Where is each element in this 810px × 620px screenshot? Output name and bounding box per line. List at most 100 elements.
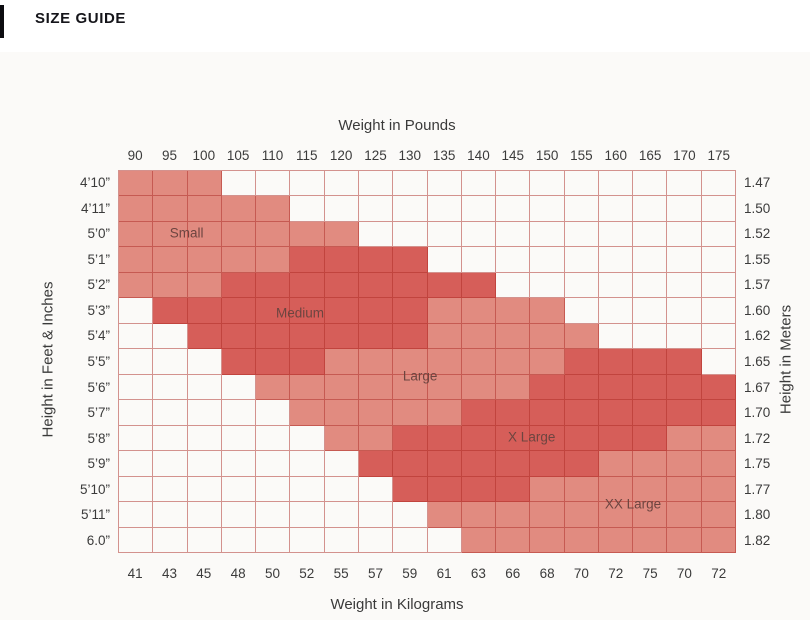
grid-cell <box>427 425 462 452</box>
grid-cell <box>221 425 257 452</box>
height-ft-tick: 5’1” <box>87 251 110 267</box>
pound-tick: 170 <box>673 148 696 163</box>
grid-cell <box>358 349 394 375</box>
grid-cell <box>701 527 736 553</box>
grid-cell <box>358 272 394 299</box>
grid-cell <box>256 171 291 197</box>
height-ft-axis: 4’10” 4’11” 5’0” 5’1” 5’2” 5’3” 5’4” 5’5” 5’6” 5’… <box>0 170 110 553</box>
grid-cell <box>256 425 291 452</box>
grid-cell <box>358 298 394 324</box>
grid-cell <box>701 502 736 528</box>
grid-cell <box>530 527 565 553</box>
grid-cell <box>324 171 359 197</box>
height-m-tick: 1.52 <box>744 226 771 242</box>
grid-cell <box>530 476 565 503</box>
grid-cell <box>461 323 497 350</box>
height-ft-tick: 5’10” <box>79 481 110 497</box>
grid-cell <box>187 171 222 197</box>
grid-cell <box>393 349 428 375</box>
grid-cell <box>701 221 736 248</box>
kilogram-tick: 43 <box>161 566 177 581</box>
grid-cell <box>187 425 222 452</box>
grid-cell <box>667 349 702 375</box>
grid-cell <box>256 400 291 426</box>
grid-cell <box>221 502 257 528</box>
grid-cell <box>221 476 257 503</box>
grid-cell <box>427 476 462 503</box>
pound-tick: 160 <box>604 148 628 163</box>
grid-cell <box>256 451 291 477</box>
grid-cell <box>290 196 325 222</box>
grid-cell <box>153 374 188 401</box>
grid-cell <box>427 451 462 477</box>
grid-cell <box>324 425 359 452</box>
height-m-tick: 1.65 <box>744 353 771 369</box>
pound-tick: 130 <box>398 148 422 163</box>
grid-cell <box>256 374 291 401</box>
height-ft-tick: 5’5” <box>87 353 110 369</box>
grid-cell <box>701 196 736 222</box>
grid-cell <box>324 374 359 401</box>
grid-cell <box>701 272 736 299</box>
grid-cell <box>358 476 394 503</box>
grid-cell <box>598 298 634 324</box>
grid-cell <box>564 349 599 375</box>
size-chart: Small Medium Large X Large XX Large <box>118 170 736 553</box>
grid-cell <box>221 400 257 426</box>
grid-cell <box>153 400 188 426</box>
size-chart-grid <box>118 170 736 553</box>
grid-cell <box>153 476 188 503</box>
grid-cell <box>667 476 702 503</box>
grid-cell <box>461 476 497 503</box>
grid-cell <box>530 400 565 426</box>
grid-cell <box>427 247 462 273</box>
grid-cell <box>598 451 634 477</box>
grid-cell <box>153 196 188 222</box>
grid-cell <box>393 196 428 222</box>
grid-cell <box>598 272 634 299</box>
pound-tick: 150 <box>535 148 559 163</box>
grid-cell <box>667 247 702 273</box>
height-m-tick: 1.77 <box>744 481 771 497</box>
grid-cell <box>393 502 428 528</box>
grid-cell <box>324 400 359 426</box>
grid-cell <box>598 349 634 375</box>
grid-cell <box>187 349 222 375</box>
grid-cell <box>633 298 668 324</box>
grid-cell <box>256 196 291 222</box>
grid-cell <box>701 476 736 503</box>
grid-cell <box>393 527 428 553</box>
grid-cell <box>119 323 154 350</box>
grid-cell <box>496 247 531 273</box>
grid-cell <box>461 298 497 324</box>
grid-cell <box>496 298 531 324</box>
pound-tick: 90 <box>127 148 143 163</box>
grid-cell <box>119 298 154 324</box>
height-ft-tick: 4’11” <box>80 200 110 216</box>
grid-cell <box>633 400 668 426</box>
grid-cell <box>461 272 497 299</box>
grid-cell <box>393 451 428 477</box>
grid-cell <box>119 451 154 477</box>
grid-cell <box>324 476 359 503</box>
grid-cell <box>256 349 291 375</box>
grid-cell <box>530 349 565 375</box>
grid-cell <box>290 476 325 503</box>
grid-cell <box>427 527 462 553</box>
grid-cell <box>324 247 359 273</box>
grid-cell <box>461 502 497 528</box>
kilogram-tick: 70 <box>676 566 692 581</box>
grid-cell <box>290 171 325 197</box>
grid-cell <box>153 323 188 350</box>
grid-cell <box>598 400 634 426</box>
grid-cell <box>256 272 291 299</box>
grid-cell <box>496 476 531 503</box>
grid-cell <box>564 196 599 222</box>
grid-cell <box>358 247 394 273</box>
grid-cell <box>393 425 428 452</box>
grid-cell <box>496 349 531 375</box>
kilogram-tick: 55 <box>333 566 349 581</box>
grid-cell <box>393 323 428 350</box>
pound-tick: 110 <box>261 148 284 163</box>
grid-cell <box>564 221 599 248</box>
